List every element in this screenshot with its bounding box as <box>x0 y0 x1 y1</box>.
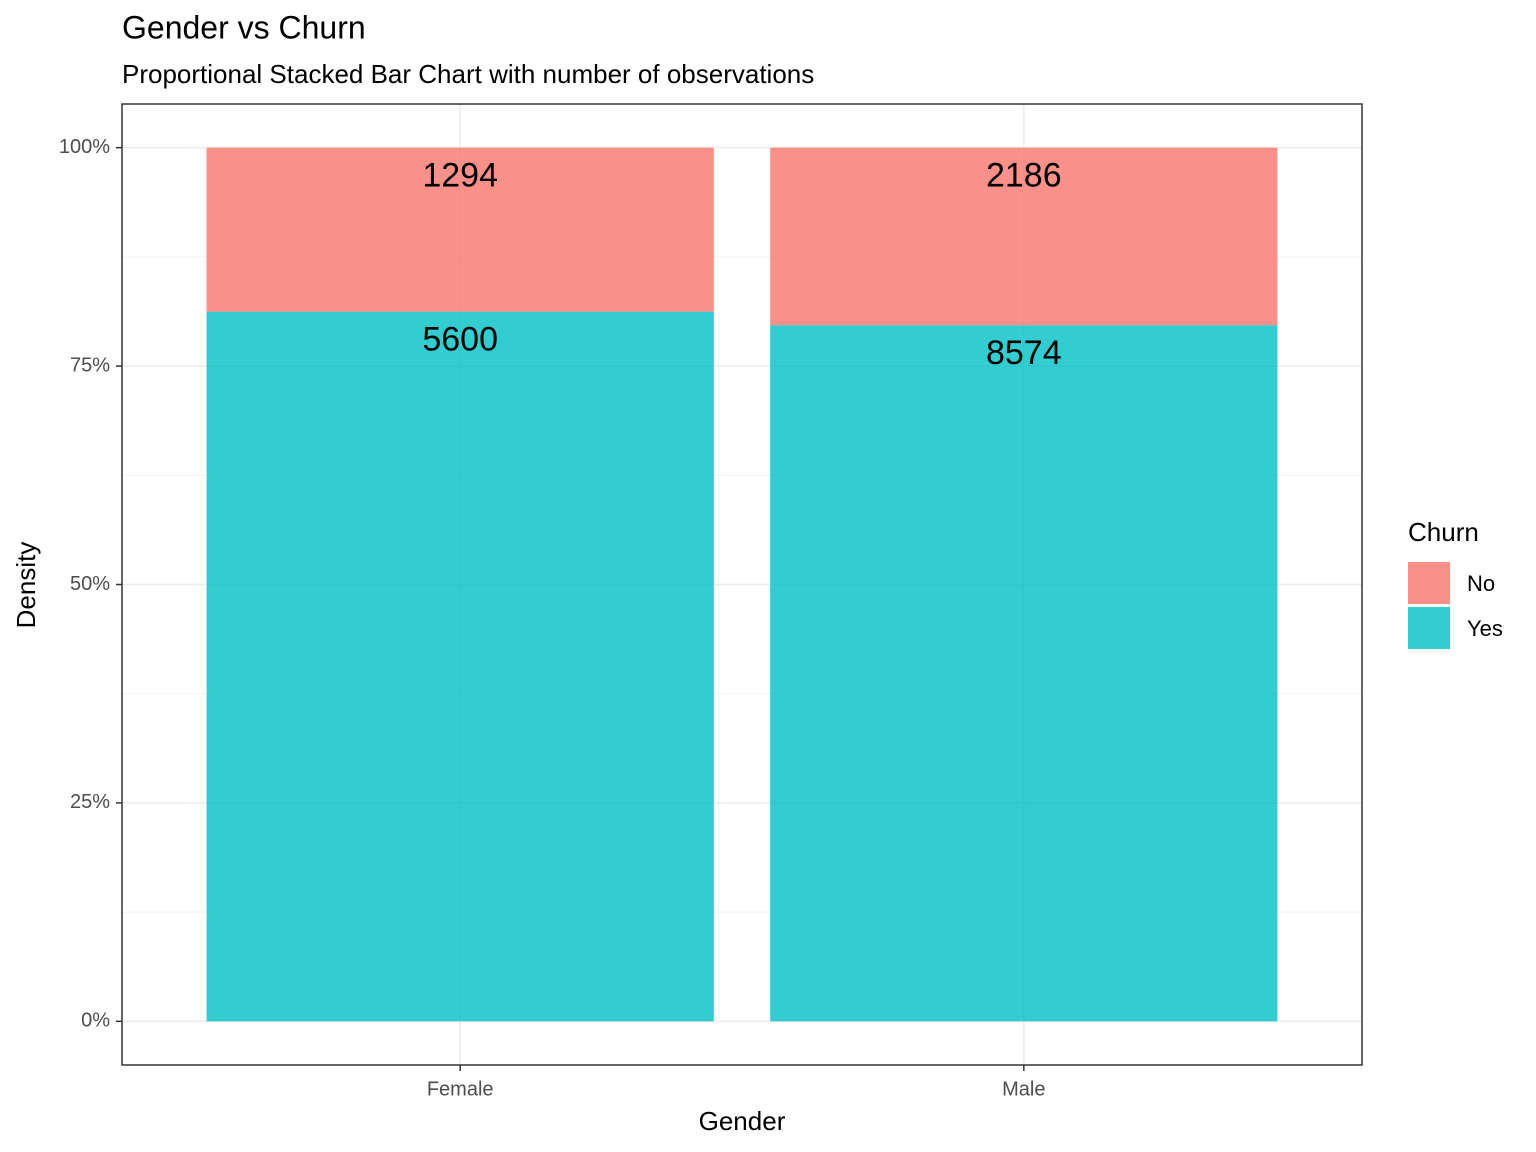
data-label: 5600 <box>422 321 498 359</box>
bar-segment <box>206 147 714 312</box>
y-tick-label: 0% <box>81 1010 110 1032</box>
bar-segment <box>206 311 714 1022</box>
y-tick-label: 50% <box>70 573 110 595</box>
y-tick-label: 75% <box>70 354 110 376</box>
data-label: 8574 <box>986 334 1062 372</box>
bar-segment <box>770 325 1278 1022</box>
y-tick-label: 25% <box>70 791 110 813</box>
bar-segment <box>770 147 1278 326</box>
y-tick-label: 100% <box>59 136 110 158</box>
y-axis-title: Density <box>11 542 41 629</box>
chart-title: Gender vs Churn <box>122 9 366 45</box>
x-axis-title: Gender <box>699 1106 786 1136</box>
plot-border <box>121 103 1363 1066</box>
legend-label: Yes <box>1467 616 1503 641</box>
data-label: 1294 <box>422 157 498 195</box>
x-tick-label: Male <box>1002 1078 1045 1100</box>
legend-key <box>1408 562 1450 604</box>
x-tick-label: Female <box>427 1078 494 1100</box>
legend-title: Churn <box>1408 517 1479 547</box>
chart-subtitle: Proportional Stacked Bar Chart with numb… <box>122 59 814 89</box>
legend-key <box>1408 607 1450 649</box>
data-label: 2186 <box>986 157 1062 195</box>
legend-label: No <box>1467 571 1495 596</box>
